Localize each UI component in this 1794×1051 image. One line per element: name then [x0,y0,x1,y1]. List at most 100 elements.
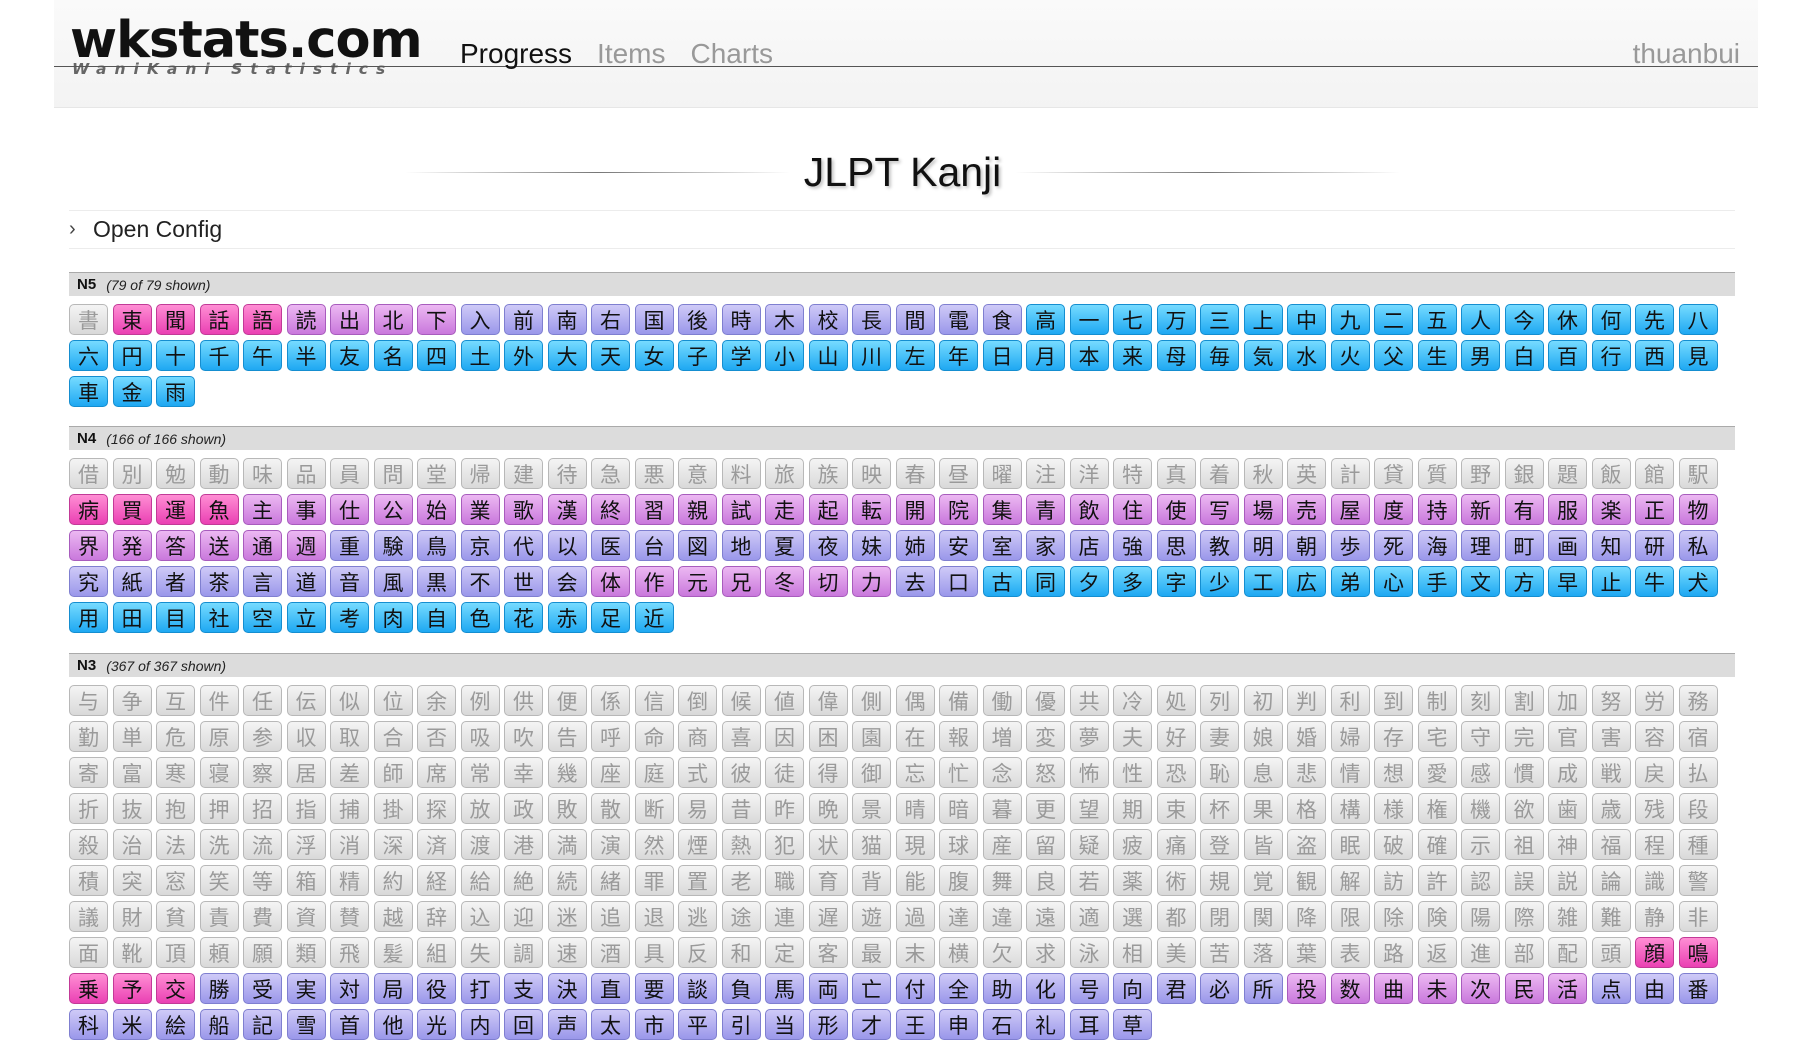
kanji-tile[interactable]: 術 [1156,865,1196,896]
kanji-tile[interactable]: 負 [721,973,761,1004]
kanji-tile[interactable]: 客 [808,937,848,968]
kanji-tile[interactable]: 海 [1417,530,1457,561]
kanji-tile[interactable]: 浮 [286,829,326,860]
kanji-tile[interactable]: 残 [1635,793,1674,824]
kanji-tile[interactable]: 地 [721,530,761,561]
kanji-tile[interactable]: 受 [243,973,282,1004]
kanji-tile[interactable]: 気 [1243,340,1283,371]
kanji-tile[interactable]: 友 [330,340,369,371]
kanji-tile[interactable]: 機 [1461,793,1500,824]
kanji-tile[interactable]: 校 [808,304,848,335]
kanji-tile[interactable]: 認 [1461,865,1500,896]
kanji-tile[interactable]: 観 [1287,865,1326,896]
user-menu[interactable]: thuanbui [1632,38,1740,69]
kanji-tile[interactable]: 恐 [1156,757,1196,788]
kanji-tile[interactable]: 弟 [1330,566,1370,597]
kanji-tile[interactable]: 状 [808,829,848,860]
kanji-tile[interactable]: 得 [808,757,848,788]
kanji-tile[interactable]: 休 [1548,304,1587,335]
kanji-tile[interactable]: 因 [765,721,804,752]
kanji-tile[interactable]: 時 [721,304,761,335]
kanji-tile[interactable]: 港 [504,829,543,860]
kanji-tile[interactable]: 寝 [199,757,239,788]
kanji-tile[interactable]: 失 [460,937,500,968]
kanji-tile[interactable]: 払 [1678,757,1718,788]
kanji-tile[interactable]: 建 [504,458,543,489]
kanji-tile[interactable]: 白 [1504,340,1544,371]
kanji-tile[interactable]: 位 [373,685,413,716]
kanji-tile[interactable]: 利 [1330,685,1370,716]
kanji-tile[interactable]: 努 [1591,685,1631,716]
kanji-tile[interactable]: 同 [1026,566,1065,597]
kanji-tile[interactable]: 民 [1504,973,1544,1004]
kanji-tile[interactable]: 似 [330,685,369,716]
kanji-tile[interactable]: 界 [69,530,108,561]
kanji-tile[interactable]: 話 [199,304,239,335]
kanji-tile[interactable]: 席 [417,757,456,788]
kanji-tile[interactable]: 待 [547,458,587,489]
kanji-tile[interactable]: 済 [417,829,456,860]
kanji-tile[interactable]: 面 [69,937,108,968]
kanji-tile[interactable]: 貸 [1374,458,1413,489]
kanji-tile[interactable]: 生 [1417,340,1457,371]
kanji-tile[interactable]: 金 [112,376,152,407]
kanji-tile[interactable]: 途 [721,901,761,932]
kanji-tile[interactable]: 二 [1374,304,1413,335]
kanji-tile[interactable]: 冷 [1113,685,1152,716]
kanji-tile[interactable]: 幸 [504,757,543,788]
kanji-tile[interactable]: 判 [1287,685,1326,716]
kanji-tile[interactable]: 工 [1243,566,1283,597]
kanji-tile[interactable]: 当 [765,1009,804,1040]
kanji-tile[interactable]: 町 [1504,530,1544,561]
kanji-tile[interactable]: 料 [721,458,761,489]
kanji-tile[interactable]: 寒 [156,757,195,788]
kanji-tile[interactable]: 景 [852,793,891,824]
kanji-tile[interactable]: 政 [504,793,543,824]
kanji-tile[interactable]: 全 [939,973,978,1004]
kanji-tile[interactable]: 抜 [112,793,152,824]
kanji-tile[interactable]: 熱 [721,829,761,860]
kanji-tile[interactable]: 髪 [373,937,413,968]
kanji-tile[interactable]: 験 [373,530,413,561]
kanji-tile[interactable]: 退 [634,901,674,932]
kanji-tile[interactable]: 処 [1156,685,1196,716]
kanji-tile[interactable]: 号 [1069,973,1109,1004]
kanji-tile[interactable]: 山 [808,340,848,371]
kanji-tile[interactable]: 容 [1635,721,1674,752]
kanji-tile[interactable]: 念 [982,757,1022,788]
kanji-tile[interactable]: 市 [634,1009,674,1040]
kanji-tile[interactable]: 費 [243,901,282,932]
kanji-tile[interactable]: 走 [765,494,804,525]
kanji-tile[interactable]: 平 [678,1009,717,1040]
kanji-tile[interactable]: 青 [1026,494,1065,525]
kanji-tile[interactable]: 限 [1330,901,1370,932]
kanji-tile[interactable]: 否 [417,721,456,752]
nav-items[interactable]: Items [597,38,666,69]
kanji-tile[interactable]: 追 [591,901,630,932]
kanji-tile[interactable]: 勤 [69,721,108,752]
kanji-tile[interactable]: 君 [1156,973,1196,1004]
kanji-tile[interactable]: 痛 [1156,829,1196,860]
kanji-tile[interactable]: 先 [1635,304,1674,335]
kanji-tile[interactable]: 馬 [765,973,804,1004]
kanji-tile[interactable]: 夕 [1069,566,1109,597]
kanji-tile[interactable]: 究 [69,566,108,597]
kanji-tile[interactable]: 在 [895,721,935,752]
kanji-tile[interactable]: 下 [417,304,456,335]
kanji-tile[interactable]: 歌 [504,494,543,525]
kanji-tile[interactable]: 妹 [852,530,891,561]
kanji-tile[interactable]: 和 [721,937,761,968]
kanji-tile[interactable]: 反 [678,937,717,968]
kanji-tile[interactable]: 任 [243,685,282,716]
kanji-tile[interactable]: 感 [1461,757,1500,788]
kanji-tile[interactable]: 外 [504,340,543,371]
kanji-tile[interactable]: 考 [330,602,369,633]
kanji-tile[interactable]: 小 [765,340,804,371]
kanji-tile[interactable]: 予 [112,973,152,1004]
kanji-tile[interactable]: 死 [1374,530,1413,561]
kanji-tile[interactable]: 員 [330,458,369,489]
kanji-tile[interactable]: 館 [1635,458,1674,489]
kanji-tile[interactable]: 食 [982,304,1022,335]
kanji-tile[interactable]: 使 [1156,494,1196,525]
kanji-tile[interactable]: 天 [591,340,630,371]
